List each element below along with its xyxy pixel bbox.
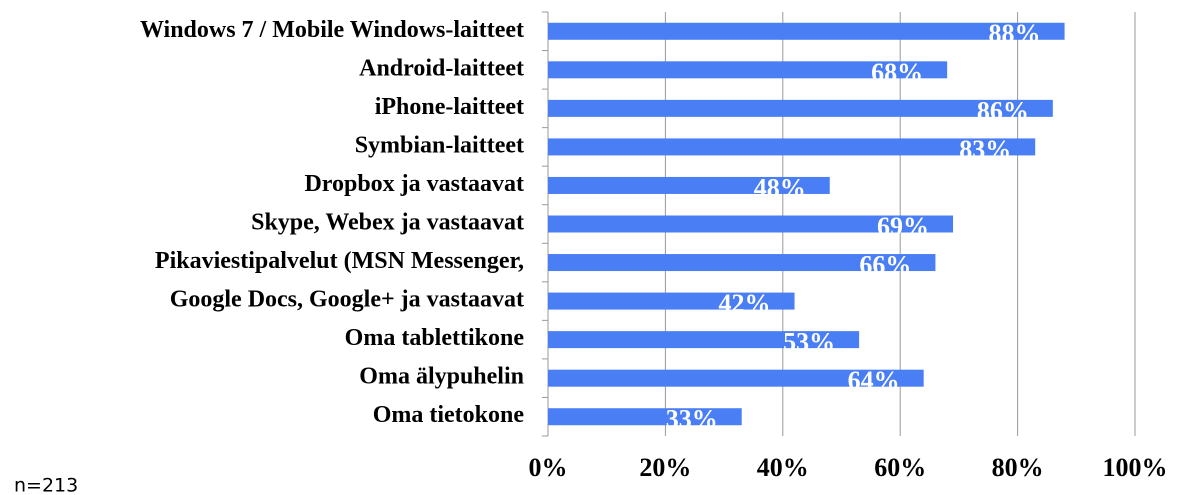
category-label: Google Docs, Google+ ja vastaavat <box>170 287 524 313</box>
value-label: 68% <box>871 58 923 87</box>
value-label: 83% <box>959 135 1011 164</box>
value-label: 88% <box>989 19 1041 48</box>
note: n=213 <box>14 475 78 495</box>
value-label: 66% <box>859 251 911 280</box>
x-tick-label: 80% <box>992 453 1044 482</box>
bar <box>548 215 954 233</box>
bar <box>548 254 936 272</box>
x-tick-label: 40% <box>757 453 809 482</box>
bar <box>548 99 1053 117</box>
value-label: 53% <box>783 328 835 357</box>
value-label: 69% <box>877 212 929 241</box>
category-label: Dropbox ja vastaavat <box>304 171 524 197</box>
bar <box>548 138 1036 156</box>
value-label: 64% <box>848 366 900 395</box>
x-tick-label: 100% <box>1103 453 1168 482</box>
value-label: 86% <box>977 96 1029 125</box>
category-label: Symbian-laitteet <box>355 132 524 158</box>
value-label: 48% <box>754 173 806 202</box>
bar <box>548 292 795 310</box>
category-label: Oma tietokone <box>373 402 525 428</box>
category-label: Skype, Webex ja vastaavat <box>251 210 524 236</box>
value-label: 42% <box>719 289 771 318</box>
x-tick-label: 20% <box>639 453 691 482</box>
bar <box>548 369 924 387</box>
category-label: iPhone-laitteet <box>375 94 524 120</box>
bar <box>548 176 830 194</box>
x-tick-label: 0% <box>529 453 568 482</box>
category-label: Oma älypuhelin <box>359 364 524 390</box>
category-label: Oma tablettikone <box>345 325 525 351</box>
value-label: 33% <box>666 405 718 434</box>
x-tick-label: 60% <box>874 453 926 482</box>
category-label: Pikaviestipalvelut (MSN Messenger, <box>155 248 524 274</box>
bar <box>548 331 860 349</box>
bar <box>548 22 1065 40</box>
bar <box>548 61 948 79</box>
bar <box>548 408 742 426</box>
category-label: Android-laitteet <box>359 55 524 81</box>
category-label: Windows 7 / Mobile Windows-laitteet <box>140 17 524 43</box>
